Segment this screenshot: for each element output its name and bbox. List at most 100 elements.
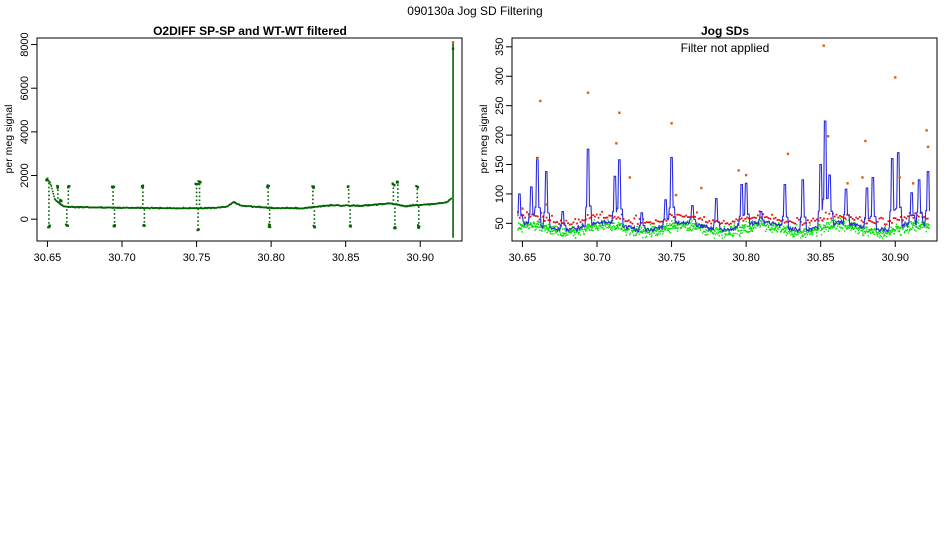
data-point [724,232,726,235]
data-point [417,210,420,212]
data-point [349,217,351,219]
data-point [699,226,701,228]
data-point [394,219,396,221]
data-point [613,222,615,224]
data-point [680,227,682,230]
data-point [873,233,875,236]
data-point [879,234,881,237]
data-point [723,230,725,233]
data-point [392,203,395,205]
data-point [67,194,70,196]
data-point [825,223,828,225]
data-point [748,228,750,230]
data-point [198,191,201,194]
data-point [143,213,146,215]
data-point [67,198,70,200]
data-point [670,214,673,217]
data-point [863,230,866,233]
data-point [853,219,856,221]
data-point [892,217,895,220]
data-point [813,228,815,230]
data-point [587,224,589,226]
data-point [583,219,586,222]
data-point [635,214,637,217]
data-point [48,214,50,216]
data-point [839,215,841,217]
right-x-tick-label: 30.70 [583,252,611,264]
data-point [57,193,59,195]
data-point [784,227,787,229]
right-y-tick-label: 100 [494,185,506,203]
data-point [594,215,596,218]
data-point [531,213,534,216]
data-point [793,234,795,236]
data-point [691,220,693,222]
data-point [710,229,712,231]
data-point [875,229,877,231]
data-point [904,231,906,233]
data-point [751,230,754,232]
data-point [762,220,764,223]
data-point [917,215,920,218]
data-point [417,218,420,220]
data-point [856,228,859,230]
data-point [143,220,146,223]
right-x-tick-label: 30.85 [807,252,835,264]
data-point [524,216,527,219]
data-point [908,226,910,228]
data-point [710,230,713,233]
data-point [869,232,872,235]
data-point [112,225,115,228]
data-point [805,230,808,232]
data-point [312,194,314,197]
data-point [815,228,817,231]
data-point [196,183,199,186]
data-point [896,228,898,230]
data-point [779,227,781,229]
data-point [820,226,822,228]
data-point [657,233,660,235]
data-point [898,229,900,231]
data-point [919,224,921,227]
data-point [681,215,684,218]
data-point [268,223,271,226]
data-point [347,200,350,203]
data-point [597,227,600,229]
data-point [417,222,420,224]
data-point [772,217,775,220]
data-point [910,228,913,231]
data-point [554,231,557,233]
data-point [847,226,849,228]
data-point [773,223,776,225]
data-point [793,232,796,234]
data-point [715,232,718,234]
data-point [815,218,818,221]
data-point [66,213,68,215]
data-point [731,234,733,236]
data-point [830,221,832,223]
data-point [894,217,897,220]
data-point [546,231,548,234]
data-point [60,200,63,203]
data-point [843,224,845,226]
data-point [722,219,725,222]
data-point [267,225,270,228]
data-point [739,235,741,237]
data-point [854,231,857,233]
data-point [878,233,881,235]
data-point [544,228,547,230]
data-point [811,230,813,232]
data-point [672,225,674,228]
left-plot-frame [36,37,463,242]
data-point [699,217,702,220]
data-point [888,234,891,236]
data-point [734,232,736,235]
data-point [759,226,761,228]
data-point [543,227,545,229]
data-point [776,231,779,233]
data-point [921,222,924,224]
data-point [52,193,55,195]
data-point [530,224,532,226]
data-point [347,204,350,207]
data-point [742,219,745,222]
